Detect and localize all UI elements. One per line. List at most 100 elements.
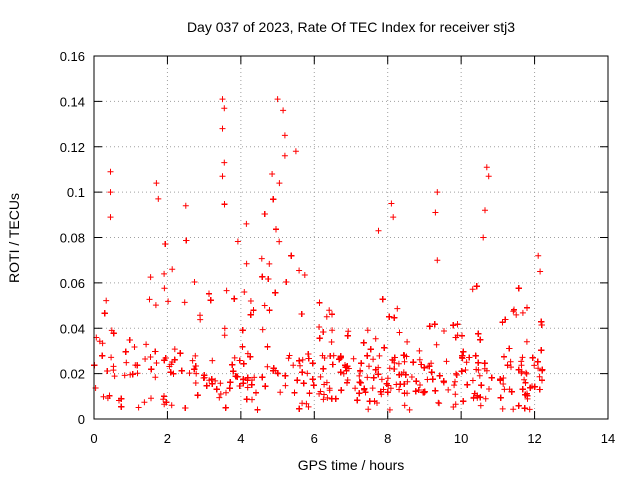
data-point — [177, 350, 184, 357]
data-point — [305, 355, 312, 362]
data-point — [357, 367, 364, 374]
x-axis-label: GPS time / hours — [298, 457, 405, 473]
data-point — [309, 376, 316, 383]
data-point — [356, 379, 363, 386]
data-point — [417, 382, 423, 388]
data-point — [247, 353, 254, 360]
data-point — [522, 379, 529, 386]
data-point — [488, 374, 495, 381]
data-point — [106, 392, 113, 399]
data-point — [254, 406, 261, 413]
x-tick-label: 2 — [164, 431, 171, 446]
data-point — [251, 374, 258, 381]
data-point — [116, 397, 122, 404]
data-point — [421, 364, 428, 371]
data-point — [270, 367, 277, 374]
y-tick-label: 0.12 — [60, 140, 85, 155]
data-point — [107, 189, 114, 196]
data-point — [387, 385, 394, 392]
data-point — [534, 358, 541, 365]
data-point — [499, 319, 506, 326]
data-point — [441, 328, 447, 334]
data-point — [212, 377, 219, 384]
y-tick-label: 0.04 — [60, 321, 85, 336]
data-point — [453, 372, 460, 378]
data-point — [404, 338, 411, 345]
data-point — [266, 260, 273, 267]
data-point — [321, 355, 328, 361]
data-point — [321, 391, 327, 398]
data-point — [375, 227, 382, 234]
data-point — [452, 378, 458, 385]
data-point — [217, 380, 224, 387]
data-point — [372, 335, 379, 342]
data-point — [155, 195, 162, 202]
data-point — [306, 390, 313, 397]
data-point — [162, 241, 169, 247]
data-point — [227, 379, 234, 386]
data-point — [281, 132, 288, 139]
data-point — [401, 402, 408, 409]
data-point — [431, 321, 438, 328]
data-point — [272, 289, 279, 296]
data-point — [433, 341, 440, 348]
data-point — [126, 337, 133, 343]
data-point — [460, 348, 467, 355]
data-point — [459, 354, 465, 361]
data-point — [230, 368, 237, 375]
data-point — [464, 381, 471, 388]
data-point — [536, 386, 543, 393]
data-point — [365, 406, 372, 413]
data-point — [207, 297, 214, 304]
data-point — [191, 366, 198, 373]
data-point — [253, 389, 259, 396]
data-point — [229, 361, 236, 368]
data-point — [481, 365, 488, 372]
data-point — [234, 238, 241, 245]
data-point — [401, 390, 408, 397]
data-point — [501, 353, 507, 360]
data-point — [451, 382, 458, 389]
data-point — [329, 361, 336, 368]
data-point — [182, 202, 189, 209]
data-point — [453, 370, 459, 377]
data-point — [397, 381, 404, 388]
data-point — [299, 356, 306, 363]
data-point — [426, 363, 433, 370]
data-point — [445, 386, 452, 393]
data-point — [265, 276, 272, 282]
data-point — [292, 148, 299, 155]
data-point — [539, 366, 546, 373]
x-tick-label: 4 — [237, 431, 244, 446]
data-points — [91, 96, 546, 413]
data-point — [316, 335, 323, 342]
data-point — [239, 327, 246, 334]
data-point — [320, 365, 327, 372]
y-tick-label: 0.16 — [60, 49, 85, 64]
data-point — [266, 307, 273, 314]
data-point — [361, 385, 368, 392]
data-point — [161, 357, 168, 364]
data-point — [274, 370, 281, 376]
data-point — [508, 388, 515, 395]
data-point — [401, 358, 408, 365]
data-point — [110, 330, 117, 337]
data-point — [538, 322, 545, 328]
data-point — [521, 376, 528, 383]
data-point — [337, 354, 344, 361]
data-point — [381, 344, 388, 351]
data-point — [168, 402, 175, 409]
data-point — [469, 377, 476, 384]
data-point — [510, 308, 517, 315]
data-point — [410, 359, 417, 366]
data-point — [134, 362, 141, 369]
chart-title: Day 037 of 2023, Rate Of TEC Index for r… — [187, 19, 515, 35]
data-point — [323, 313, 330, 320]
data-point — [519, 386, 526, 393]
data-point — [338, 387, 345, 394]
data-point — [473, 283, 480, 290]
data-point — [262, 383, 269, 390]
data-point — [429, 376, 436, 383]
data-point — [460, 398, 467, 405]
data-point — [357, 379, 364, 386]
